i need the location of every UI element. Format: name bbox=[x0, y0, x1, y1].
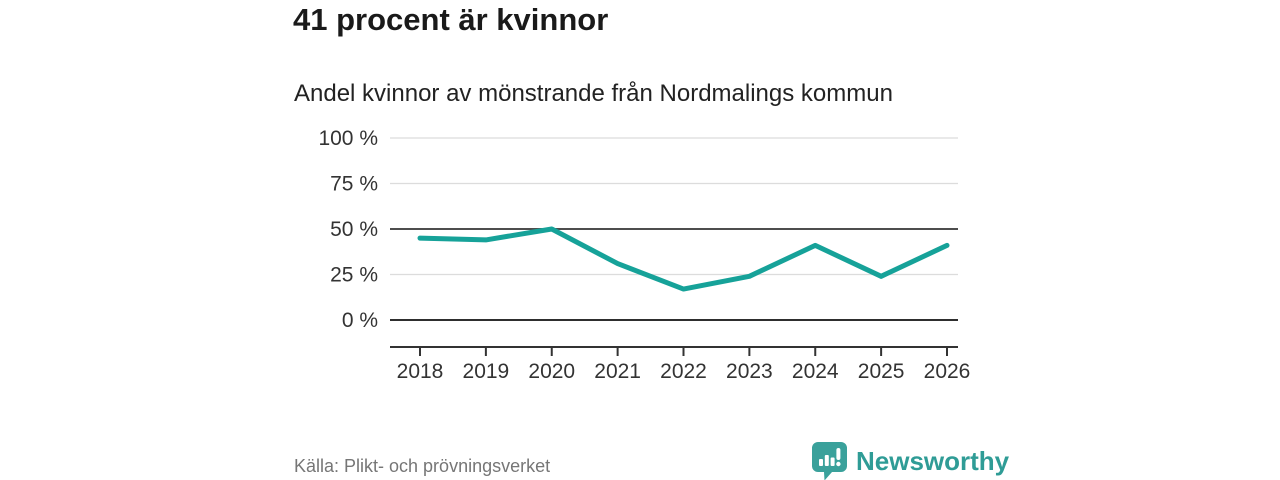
bar-chart-glyph bbox=[819, 448, 841, 467]
data-series-line bbox=[417, 226, 950, 292]
y-axis-tick-label: 50 % bbox=[330, 218, 378, 241]
brand-name: Newsworthy bbox=[856, 445, 1010, 476]
page-title: 41 procent är kvinnor bbox=[293, 2, 609, 37]
x-axis-tick-label: 2025 bbox=[858, 360, 905, 383]
y-axis-tick-label: 100 % bbox=[318, 127, 378, 150]
x-axis-tick-label: 2023 bbox=[726, 360, 773, 383]
y-axis-tick-label: 0 % bbox=[342, 309, 378, 332]
brand-logo-link[interactable]: Newsworthy bbox=[811, 442, 1009, 480]
y-axis-tick-label: 75 % bbox=[330, 173, 378, 196]
x-axis-tick-label: 2019 bbox=[463, 360, 510, 383]
x-axis-tick-label: 2020 bbox=[528, 360, 575, 383]
chart-svg: 100 % 75 % 50 % 25 % 0 % 2018 2019 2020 2021 2022… bbox=[318, 127, 970, 383]
x-axis-tick-label: 2022 bbox=[660, 360, 707, 383]
y-axis-tick-label: 25 % bbox=[330, 264, 378, 287]
line-chart: 100 % 75 % 50 % 25 % 0 % 2018 2019 2020 2021 2022… bbox=[290, 118, 970, 390]
x-axis-tick-label: 2026 bbox=[924, 360, 970, 383]
x-axis-tick-label: 2024 bbox=[792, 360, 839, 383]
x-axis-tick-label: 2018 bbox=[397, 360, 444, 383]
source-caption: Källa: Plikt- och prövningsverket bbox=[294, 456, 551, 476]
newsworthy-bubble-icon bbox=[812, 442, 847, 480]
speech-bubble-shape bbox=[812, 442, 847, 480]
x-axis-tick-label: 2021 bbox=[594, 360, 641, 383]
chart-subtitle: Andel kvinnor av mönstrande från Nordmal… bbox=[294, 80, 893, 107]
